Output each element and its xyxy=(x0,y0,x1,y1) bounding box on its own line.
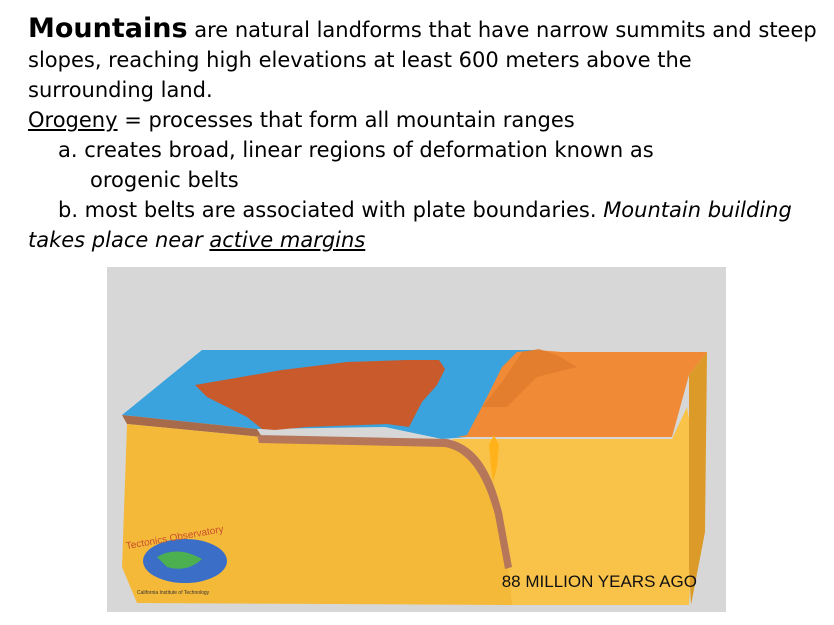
front-face-right xyxy=(452,407,697,605)
item-a-line2: orogenic belts xyxy=(90,168,239,192)
item-b-text: b. most belts are associated with plate … xyxy=(58,198,604,222)
active-margins-term: active margins xyxy=(209,228,366,252)
crust-front xyxy=(122,415,262,437)
intro-paragraph: Mountains are natural landforms that hav… xyxy=(28,14,818,105)
item-b-italic: Mountain building takes place near xyxy=(28,198,792,252)
mountain-ridge xyxy=(482,349,577,407)
globe-land-shape xyxy=(157,551,202,569)
orogeny-term: Orogeny xyxy=(28,108,118,132)
item-a-line1: a. creates broad, linear regions of defo… xyxy=(58,138,654,162)
side-face xyxy=(689,352,707,605)
figure-caption: 88 MILLION YEARS AGO xyxy=(501,572,697,591)
orogeny-definition: = processes that form all mountain range… xyxy=(117,108,575,132)
mountains-definition: are natural landforms that have narrow s… xyxy=(28,18,817,102)
logo-subtext: California Institute of Technology xyxy=(137,590,210,596)
magma-chamber xyxy=(489,435,499,482)
slide-text: Mountains are natural landforms that hav… xyxy=(28,14,818,255)
mountains-heading-word: Mountains xyxy=(28,13,188,44)
mountain-building-figure: Tectonics Observatory California Institu… xyxy=(107,267,726,612)
item-b: b. most belts are associated with plate … xyxy=(28,195,818,255)
orogeny-line: Orogeny = processes that form all mounta… xyxy=(28,105,818,135)
continent-surface xyxy=(195,360,445,430)
block-diagram: Tectonics Observatory California Institu… xyxy=(122,349,707,605)
